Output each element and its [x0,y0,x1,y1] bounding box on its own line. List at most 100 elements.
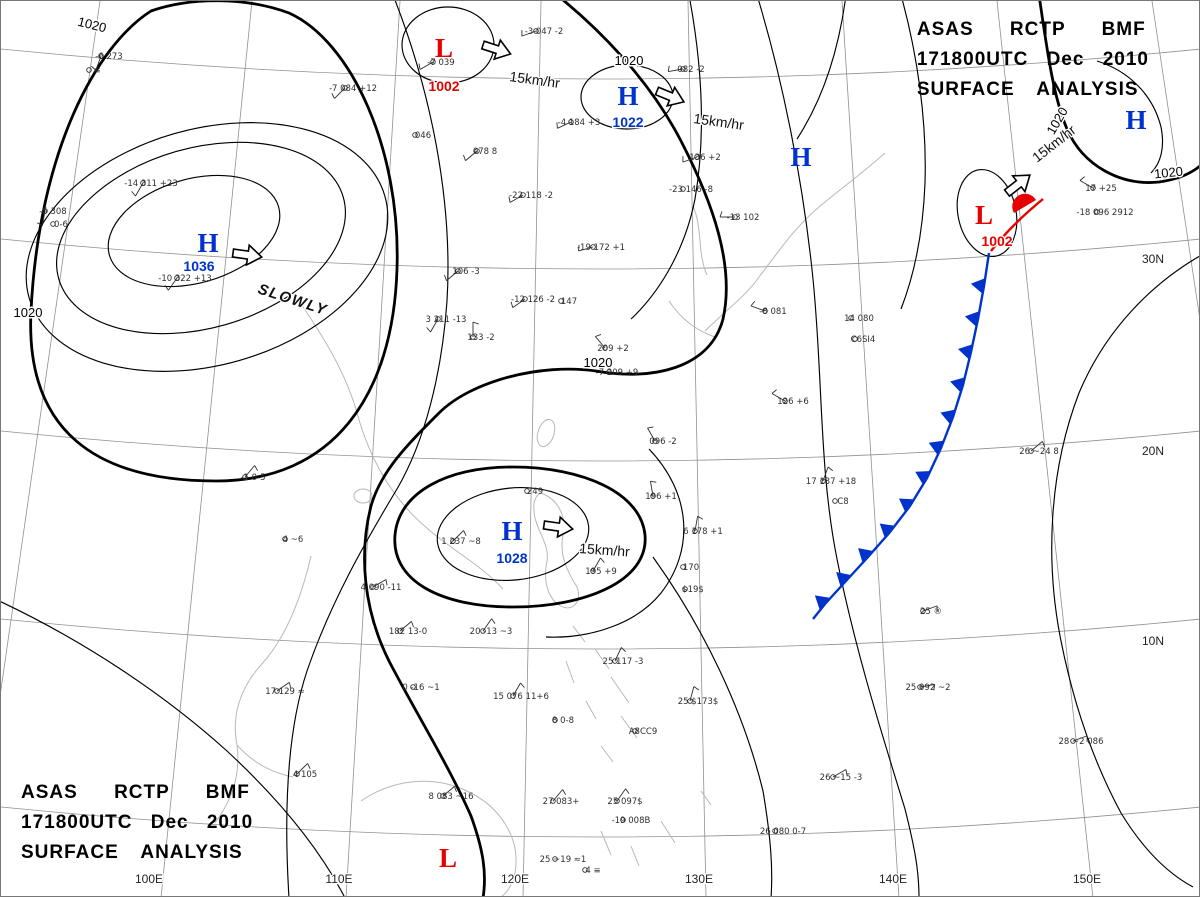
station-values: -4 184 +3 [558,118,601,128]
station-values: 8 0-8 [552,716,574,726]
pressure-value: 1028 [496,550,527,566]
station-circle-icon [620,817,626,823]
movement-arrow-icon [479,34,515,65]
station-circle-icon [430,59,436,65]
station-plot: 25 097$ [607,788,643,807]
station-values: -1 0-5 [240,473,265,483]
station-values: 136 +2 [689,153,720,163]
station-circle-icon [522,296,528,302]
station-values: 25 ® [920,607,942,617]
station-circle-icon [602,345,608,351]
station-values: -22 118 -2 [509,191,553,201]
chart-id: ASAS RCTP BMF [916,19,1146,40]
station-circle-icon [140,180,146,186]
station-plot: 26 ~24 8 [1019,441,1059,457]
isobar-label: 1020 [584,355,613,370]
chart-type: SURFACE ANALYSIS [916,79,1139,100]
station-plot: 25 ~19 ≈1 [540,855,587,865]
station-values: 26 ~15 -3 [820,773,863,783]
station-values: 133 -2 [467,333,494,343]
station-values: 046 [415,131,431,141]
station-plot: -12 126 -2 [510,295,555,308]
station-plot: -13 102 [719,211,759,223]
station-plot: 26 080 0-7 [760,827,806,837]
high-pressure-center: H 1028 [495,516,529,567]
station-values: 4 105 [293,770,317,780]
station-circle-icon [410,684,416,690]
wind-barb-icon [1030,441,1043,452]
longitude-label: 140E [879,872,907,886]
wind-barb-icon [822,466,829,482]
wind-barb-icon [521,30,537,37]
wind-barb-flag-icon [1079,176,1085,181]
station-circle-icon [848,315,854,321]
wind-barb-icon [750,305,766,312]
station-plot: ≡ [86,66,101,76]
station-values: 0 -16 ~1 [402,683,439,693]
low-pressure-center: L [439,843,457,873]
pressure-value: 1002 [428,78,459,94]
coastlines [214,152,886,896]
station-plot: -10 322 +13 [158,274,212,291]
wind-barb-icon [771,393,786,402]
station-values: 25 ~19 ≈1 [540,855,587,865]
chart-datetime: 171800UTC Dec 2010 [916,49,1149,70]
station-plot: -5 308 [36,207,67,227]
wind-barb-icon [446,270,459,281]
station-values: 8 083 ~16 [429,792,474,802]
station-circle-icon [450,538,456,544]
station-values: -23 146 -8 [669,185,713,195]
station-circle-icon [520,192,526,198]
wind-barb-icon [465,150,478,161]
wind-barb-flag-icon [578,244,580,251]
wind-barb-flag-icon [621,647,626,652]
station-circle-icon [632,728,638,734]
wind-barb-icon [512,298,526,308]
wind-barb-flag-icon [562,789,567,795]
station-values: 196 +1 [645,492,676,502]
station-values: 25 097$ [607,797,642,807]
station-values: 126 +6 [777,397,808,407]
pressure-letter: H [197,228,218,258]
station-plot: 106 -3 [444,267,480,281]
pressure-letter: H [790,142,811,172]
station-circle-icon [772,828,778,834]
wind-barb-flag-icon [650,480,657,483]
station-plot: -3 047 -2 [521,27,563,37]
wind-barb-flag-icon [827,466,834,472]
wind-barb-icon [1072,735,1088,742]
wind-barb-flag-icon [411,621,414,628]
longitude-label: 120E [501,872,529,886]
wind-barb-flag-icon [36,222,43,227]
station-plot: 27 083+ [543,789,579,807]
station-plot: 096 -2 [647,426,677,447]
station-circle-icon [50,221,56,227]
station-values: -10 322 +13 [158,274,211,284]
station-plot: 3 211 -13 [426,315,466,333]
station-circle-icon [687,698,693,704]
wind-barb-icon [95,55,102,71]
pressure-value: 1036 [183,258,214,274]
station-plot: 182 13-0 [389,621,427,637]
pressure-letter: H [501,516,522,546]
station-plot: -14 311 +23 [124,179,178,197]
station-plot: 196 +1 [645,480,677,502]
title-block-bottom-left: ASAS RCTP BMF 171800UTC Dec 2010 SURFACE… [21,778,253,868]
station-plot: -8 081 [750,300,787,317]
station-circle-icon [652,438,658,444]
station-plot: A8CC9 [629,727,658,737]
station-circle-icon [762,308,768,314]
station-circle-icon [830,774,836,780]
station-plot: 25 ® [920,605,942,617]
station-plot: 147 [558,297,577,307]
wind-barb-icon [694,516,699,532]
wind-barb-flag-icon [771,389,777,394]
station-plot: -22 118 -2 [508,191,553,203]
station-circle-icon [242,474,248,480]
station-values: 28 ~2 086 [1059,737,1104,747]
pressure-letter: H [617,81,638,111]
station-values: 20 -13 ~3 [470,627,513,637]
wind-barb-flag-icon [426,327,431,333]
